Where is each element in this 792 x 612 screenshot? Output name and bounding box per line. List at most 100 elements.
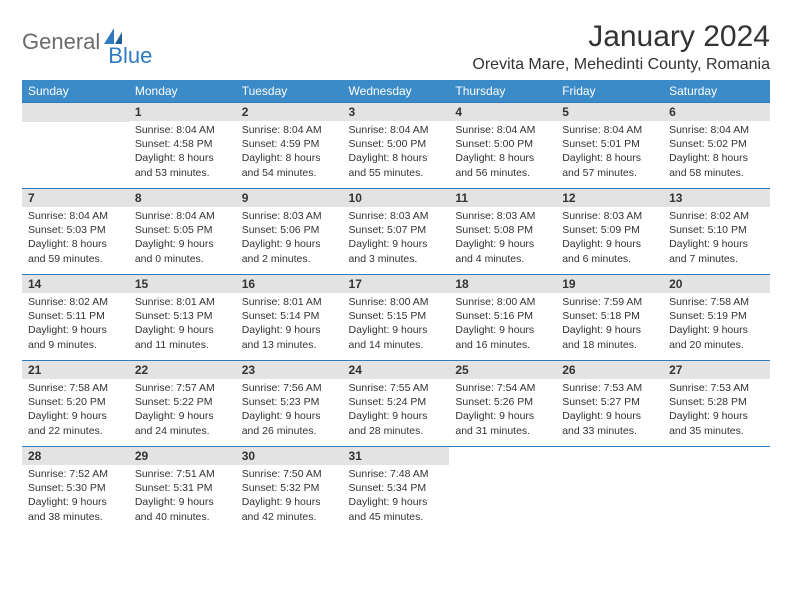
sunrise-text: Sunrise: 7:58 AM [28,381,123,395]
day-info: Sunrise: 8:04 AMSunset: 5:02 PMDaylight:… [663,121,770,184]
daylight-text-1: Daylight: 9 hours [242,495,337,509]
day-number: 7 [22,189,129,207]
day-number: 6 [663,103,770,121]
day-number: 31 [343,447,450,465]
sunrise-text: Sunrise: 8:04 AM [28,209,123,223]
day-info: Sunrise: 7:58 AMSunset: 5:20 PMDaylight:… [22,379,129,442]
calendar-day-cell: 28Sunrise: 7:52 AMSunset: 5:30 PMDayligh… [22,447,129,533]
calendar-day-cell: 11Sunrise: 8:03 AMSunset: 5:08 PMDayligh… [449,189,556,275]
daylight-text-1: Daylight: 8 hours [28,237,123,251]
sunset-text: Sunset: 5:14 PM [242,309,337,323]
day-number: 30 [236,447,343,465]
daylight-text-2: and 31 minutes. [455,424,550,438]
day-number: 3 [343,103,450,121]
calendar-day-cell: 9Sunrise: 8:03 AMSunset: 5:06 PMDaylight… [236,189,343,275]
calendar-day-cell: 1Sunrise: 8:04 AMSunset: 4:58 PMDaylight… [129,103,236,189]
sunrise-text: Sunrise: 8:04 AM [242,123,337,137]
sunrise-text: Sunrise: 8:03 AM [349,209,444,223]
calendar-week-row: 1Sunrise: 8:04 AMSunset: 4:58 PMDaylight… [22,103,770,189]
calendar-day-cell: 3Sunrise: 8:04 AMSunset: 5:00 PMDaylight… [343,103,450,189]
calendar-day-cell: 15Sunrise: 8:01 AMSunset: 5:13 PMDayligh… [129,275,236,361]
daylight-text-2: and 56 minutes. [455,166,550,180]
calendar-day-cell: 21Sunrise: 7:58 AMSunset: 5:20 PMDayligh… [22,361,129,447]
calendar-day-cell: 27Sunrise: 7:53 AMSunset: 5:28 PMDayligh… [663,361,770,447]
daylight-text-1: Daylight: 9 hours [135,323,230,337]
weekday-header: Thursday [449,80,556,103]
calendar-day-cell: 25Sunrise: 7:54 AMSunset: 5:26 PMDayligh… [449,361,556,447]
sunrise-text: Sunrise: 7:52 AM [28,467,123,481]
day-number: 4 [449,103,556,121]
day-info: Sunrise: 8:02 AMSunset: 5:11 PMDaylight:… [22,293,129,356]
weekday-header: Wednesday [343,80,450,103]
day-number-empty [22,103,129,122]
day-info: Sunrise: 7:53 AMSunset: 5:27 PMDaylight:… [556,379,663,442]
calendar-day-cell [22,103,129,189]
daylight-text-2: and 58 minutes. [669,166,764,180]
sunset-text: Sunset: 5:00 PM [455,137,550,151]
sunrise-text: Sunrise: 8:00 AM [349,295,444,309]
day-info: Sunrise: 7:57 AMSunset: 5:22 PMDaylight:… [129,379,236,442]
calendar-day-cell: 8Sunrise: 8:04 AMSunset: 5:05 PMDaylight… [129,189,236,275]
day-info: Sunrise: 8:01 AMSunset: 5:13 PMDaylight:… [129,293,236,356]
daylight-text-2: and 18 minutes. [562,338,657,352]
day-number: 5 [556,103,663,121]
sunset-text: Sunset: 5:16 PM [455,309,550,323]
day-info: Sunrise: 8:00 AMSunset: 5:16 PMDaylight:… [449,293,556,356]
daylight-text-1: Daylight: 9 hours [562,323,657,337]
sunrise-text: Sunrise: 7:53 AM [562,381,657,395]
header: General Blue January 2024 Orevita Mare, … [22,20,770,74]
sunrise-text: Sunrise: 8:04 AM [455,123,550,137]
daylight-text-2: and 42 minutes. [242,510,337,524]
sunset-text: Sunset: 5:15 PM [349,309,444,323]
calendar-week-row: 28Sunrise: 7:52 AMSunset: 5:30 PMDayligh… [22,447,770,533]
sunset-text: Sunset: 5:28 PM [669,395,764,409]
daylight-text-1: Daylight: 9 hours [242,323,337,337]
sunset-text: Sunset: 5:30 PM [28,481,123,495]
daylight-text-1: Daylight: 9 hours [28,495,123,509]
sunset-text: Sunset: 4:58 PM [135,137,230,151]
day-number: 16 [236,275,343,293]
day-info: Sunrise: 8:03 AMSunset: 5:06 PMDaylight:… [236,207,343,270]
sunrise-text: Sunrise: 8:03 AM [455,209,550,223]
day-number: 9 [236,189,343,207]
sunrise-text: Sunrise: 8:03 AM [562,209,657,223]
sunset-text: Sunset: 5:11 PM [28,309,123,323]
daylight-text-2: and 40 minutes. [135,510,230,524]
daylight-text-1: Daylight: 9 hours [349,323,444,337]
logo: General Blue [22,20,152,55]
sunset-text: Sunset: 5:05 PM [135,223,230,237]
daylight-text-1: Daylight: 9 hours [562,409,657,423]
day-info: Sunrise: 7:52 AMSunset: 5:30 PMDaylight:… [22,465,129,528]
day-info: Sunrise: 8:04 AMSunset: 5:00 PMDaylight:… [343,121,450,184]
calendar-day-cell: 6Sunrise: 8:04 AMSunset: 5:02 PMDaylight… [663,103,770,189]
sunrise-text: Sunrise: 7:51 AM [135,467,230,481]
daylight-text-1: Daylight: 9 hours [349,237,444,251]
weekday-header: Friday [556,80,663,103]
daylight-text-1: Daylight: 9 hours [669,237,764,251]
day-number: 18 [449,275,556,293]
daylight-text-2: and 33 minutes. [562,424,657,438]
sunset-text: Sunset: 5:03 PM [28,223,123,237]
day-number: 22 [129,361,236,379]
daylight-text-2: and 14 minutes. [349,338,444,352]
sunset-text: Sunset: 4:59 PM [242,137,337,151]
daylight-text-2: and 11 minutes. [135,338,230,352]
daylight-text-2: and 28 minutes. [349,424,444,438]
calendar-day-cell: 17Sunrise: 8:00 AMSunset: 5:15 PMDayligh… [343,275,450,361]
daylight-text-1: Daylight: 9 hours [562,237,657,251]
day-number: 24 [343,361,450,379]
daylight-text-1: Daylight: 9 hours [669,409,764,423]
calendar-day-cell: 23Sunrise: 7:56 AMSunset: 5:23 PMDayligh… [236,361,343,447]
calendar-day-cell: 2Sunrise: 8:04 AMSunset: 4:59 PMDaylight… [236,103,343,189]
daylight-text-1: Daylight: 8 hours [562,151,657,165]
calendar-day-cell: 12Sunrise: 8:03 AMSunset: 5:09 PMDayligh… [556,189,663,275]
daylight-text-2: and 7 minutes. [669,252,764,266]
day-info: Sunrise: 8:02 AMSunset: 5:10 PMDaylight:… [663,207,770,270]
sunrise-text: Sunrise: 7:57 AM [135,381,230,395]
day-info: Sunrise: 8:03 AMSunset: 5:07 PMDaylight:… [343,207,450,270]
calendar-day-cell: 14Sunrise: 8:02 AMSunset: 5:11 PMDayligh… [22,275,129,361]
day-number: 15 [129,275,236,293]
daylight-text-1: Daylight: 9 hours [455,409,550,423]
day-info: Sunrise: 7:53 AMSunset: 5:28 PMDaylight:… [663,379,770,442]
calendar-day-cell: 5Sunrise: 8:04 AMSunset: 5:01 PMDaylight… [556,103,663,189]
